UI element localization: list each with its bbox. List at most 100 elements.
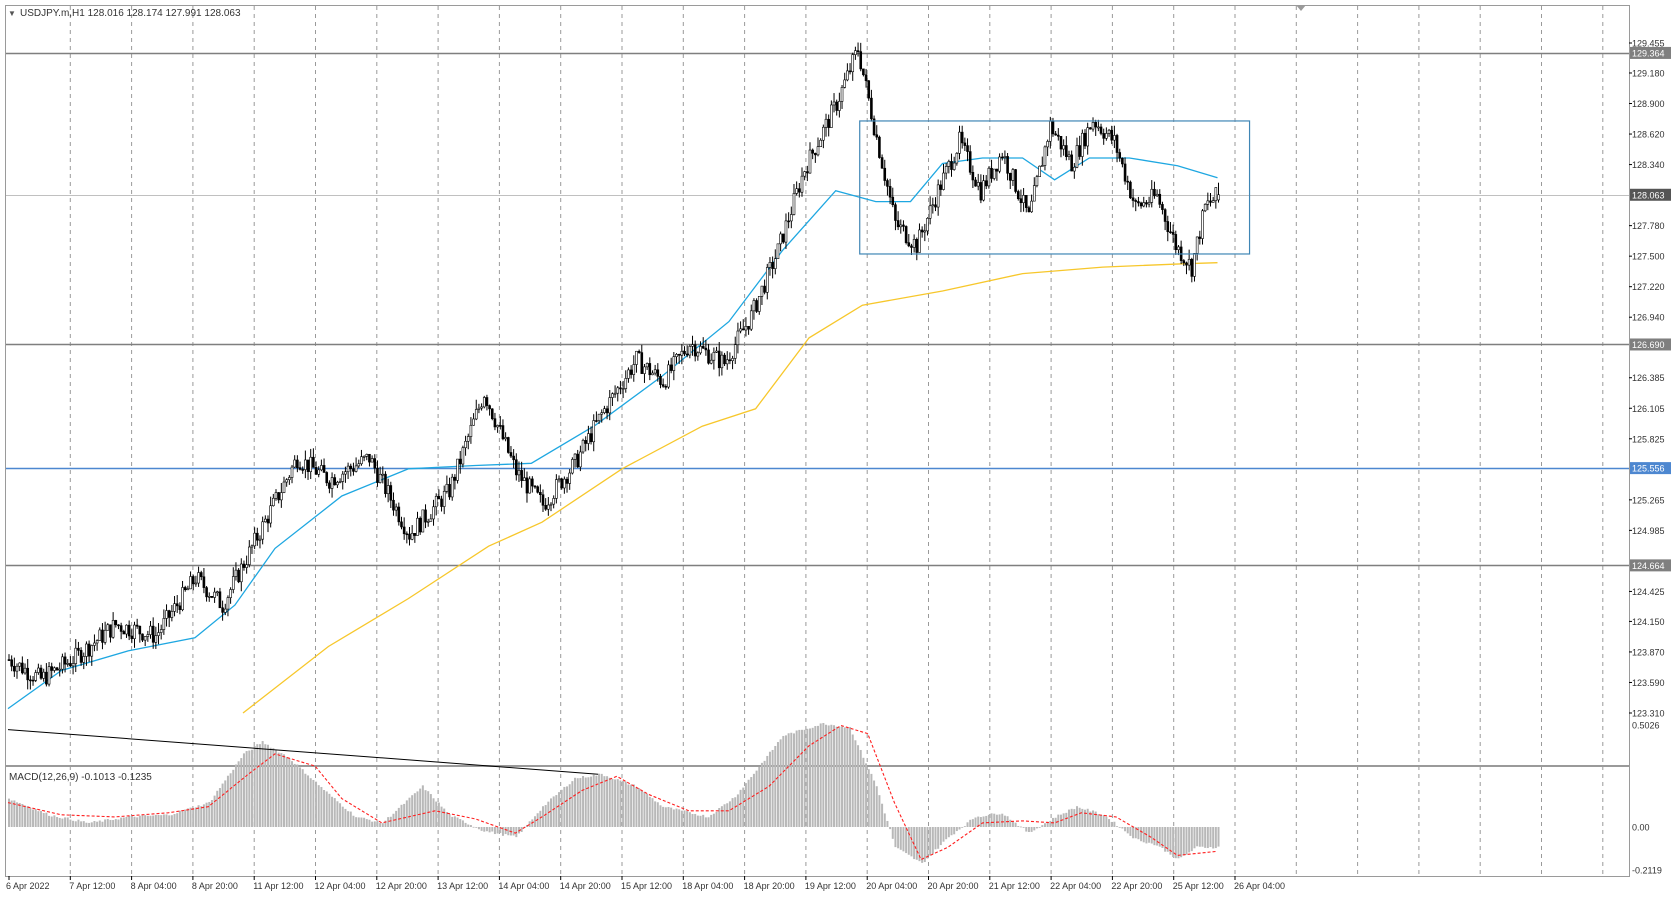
macd-tick-label: -0.2119 — [1632, 866, 1662, 876]
candle-body — [282, 481, 286, 493]
macd-bar — [477, 826, 480, 830]
macd-bar — [347, 811, 350, 827]
macd-bar — [939, 826, 942, 846]
candle-body — [1107, 129, 1111, 134]
macd-bar — [1105, 816, 1108, 827]
macd-bar — [440, 806, 443, 827]
candle-body — [1177, 246, 1180, 250]
candle-body — [613, 392, 617, 395]
candle-body — [627, 369, 630, 379]
candle-body — [736, 330, 740, 345]
candle-body — [111, 620, 115, 638]
chart-shift-marker[interactable] — [1296, 5, 1306, 11]
macd-bar — [13, 800, 16, 827]
candle-body — [557, 478, 561, 481]
macd-bar — [16, 802, 19, 827]
consolidation-rectangle[interactable] — [859, 120, 1251, 255]
macd-bar — [323, 790, 326, 827]
macd-bar — [750, 777, 753, 827]
macd-bar — [245, 751, 248, 827]
candle-body — [595, 420, 598, 422]
macd-bar — [632, 784, 635, 827]
candle-body — [400, 521, 403, 528]
candle-body — [741, 328, 745, 331]
macd-bar — [485, 826, 488, 832]
time-tick-label: 14 Apr 20:00 — [560, 881, 611, 891]
macd-bar — [365, 819, 368, 827]
candle-body — [552, 498, 555, 505]
macd-bar — [843, 727, 846, 827]
macd-bar — [488, 826, 491, 833]
candle-body — [835, 101, 839, 111]
macd-bar — [371, 821, 374, 827]
candle-body — [477, 407, 481, 410]
candle-body — [907, 242, 911, 247]
candle-body — [127, 624, 131, 637]
candle-body — [1147, 202, 1151, 205]
range-box[interactable] — [859, 120, 1251, 255]
candle-body — [1011, 169, 1015, 181]
candle-body — [215, 591, 219, 594]
candle-body — [859, 51, 863, 70]
candle-body — [587, 433, 590, 444]
macd-bar — [1070, 808, 1073, 827]
macd-bar — [710, 814, 713, 827]
macd-bar — [413, 793, 416, 827]
macd-bar — [1027, 826, 1030, 832]
candle-body — [322, 465, 326, 473]
macd-bar — [122, 817, 125, 827]
candle-body — [1091, 122, 1095, 130]
macd-bar — [584, 777, 587, 827]
candle-body — [199, 572, 203, 578]
macd-bar — [34, 809, 37, 827]
candle-body — [410, 533, 414, 540]
macd-bar — [1148, 826, 1151, 843]
candle-body — [608, 397, 612, 414]
candle-body — [384, 473, 387, 495]
candle-body — [448, 483, 451, 498]
candle-body — [998, 156, 1001, 172]
macd-bar — [974, 817, 977, 827]
macd-bar — [926, 826, 929, 859]
macd-bar — [499, 826, 502, 834]
macd-bar — [587, 777, 590, 827]
candle-body — [277, 492, 280, 501]
candle-body — [21, 662, 24, 674]
candle-body — [600, 412, 604, 415]
candle-body — [360, 456, 363, 465]
macd-bar — [889, 826, 892, 830]
macd-bar — [945, 826, 948, 840]
macd-trendline[interactable] — [7, 729, 599, 775]
candle-body — [317, 469, 321, 475]
candle-body — [482, 397, 486, 408]
candle-body — [373, 458, 377, 469]
candle-body — [984, 180, 988, 187]
candle-body — [579, 451, 582, 468]
candle-body — [461, 447, 465, 465]
macd-bar — [66, 817, 69, 827]
candle-body — [221, 607, 224, 613]
macd-bar — [1022, 826, 1025, 828]
candle-body — [936, 184, 940, 208]
macd-bar — [512, 826, 515, 836]
macd-bar — [798, 729, 801, 827]
macd-divergence-trendline[interactable] — [7, 729, 599, 775]
candle-body — [226, 597, 230, 610]
macd-bar — [517, 826, 520, 834]
candle-body — [539, 492, 542, 496]
macd-bar — [950, 826, 953, 836]
macd-bar — [846, 727, 849, 827]
candle-body — [512, 455, 515, 461]
candle-body — [413, 533, 417, 536]
candle-body — [141, 633, 144, 641]
collapse-caret-icon[interactable]: ▼ — [8, 9, 16, 18]
macd-bar — [480, 826, 483, 831]
candle-body — [133, 624, 136, 639]
candle-body — [555, 479, 558, 499]
macd-bar — [982, 816, 985, 827]
candle-body — [69, 663, 72, 667]
macd-bar — [464, 822, 467, 827]
price-tick-label: 128.340 — [1632, 160, 1665, 170]
